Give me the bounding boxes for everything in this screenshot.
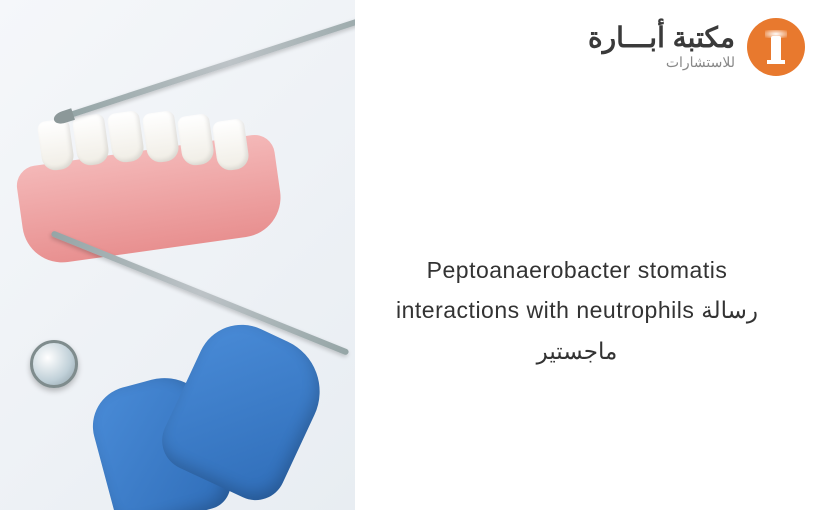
title-line1: Peptoanaerobacter stomatis	[427, 257, 728, 283]
title-line2-arabic: رسالة	[701, 297, 758, 323]
dental-photo-panel	[0, 0, 355, 510]
logo-badge-icon	[747, 18, 805, 76]
title-text: Peptoanaerobacter stomatis interactions …	[357, 250, 797, 371]
logo-sub-text: للاستشارات	[588, 54, 735, 71]
lighthouse-icon	[771, 36, 781, 60]
brand-logo: مكتبة أبـــارة للاستشارات	[588, 18, 805, 76]
logo-text-block: مكتبة أبـــارة للاستشارات	[588, 24, 735, 71]
dental-mirror-head	[30, 340, 78, 388]
thesis-title: Peptoanaerobacter stomatis interactions …	[357, 250, 797, 371]
title-line3-arabic: ماجستير	[537, 338, 618, 364]
title-line2-english: interactions with neutrophils	[396, 297, 694, 323]
logo-main-text: مكتبة أبـــارة	[588, 24, 735, 52]
